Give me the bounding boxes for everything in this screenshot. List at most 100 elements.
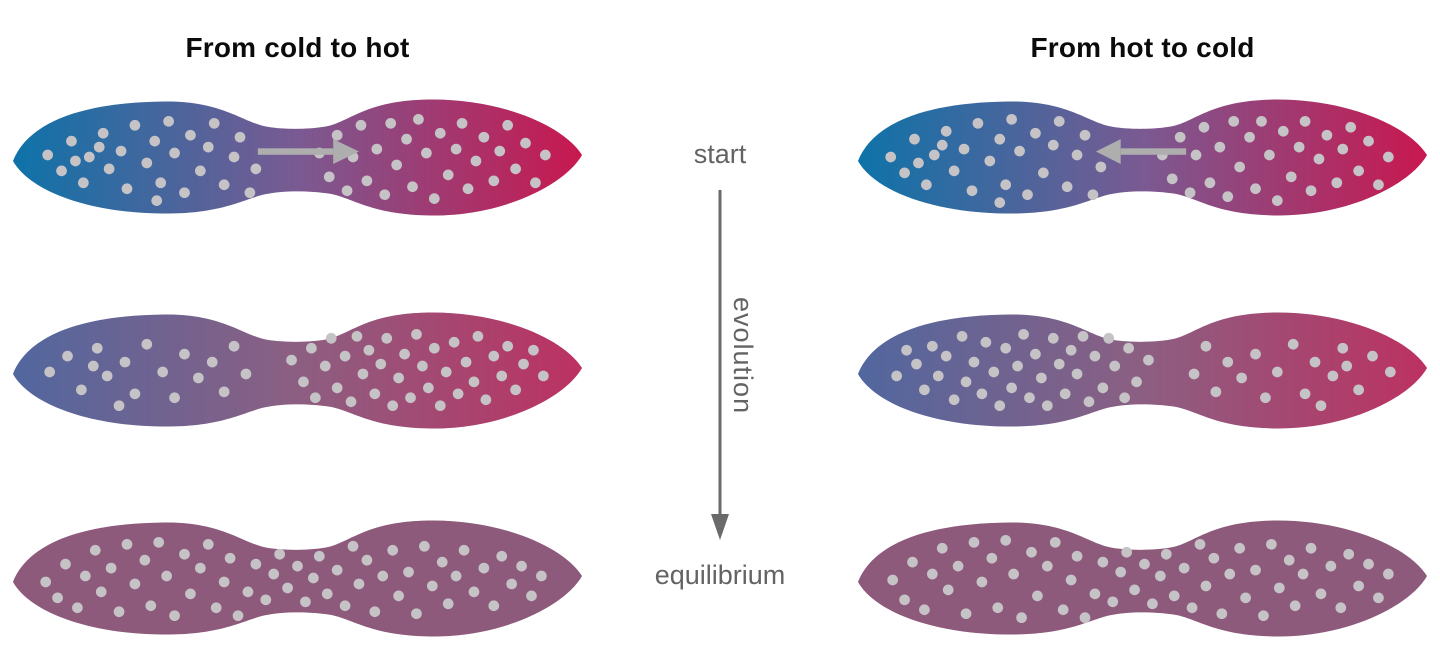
particle-dot [179, 348, 190, 360]
particle-dot [539, 149, 551, 161]
particle-dot [1036, 372, 1047, 384]
particle-dot [1198, 121, 1210, 133]
particle-dot [292, 560, 303, 572]
particle-dot [1285, 171, 1297, 183]
particle-dot [442, 598, 454, 610]
particle-dot [1200, 340, 1212, 352]
particle-dot [1079, 612, 1091, 624]
particle-dot [470, 155, 482, 167]
particle-dot [960, 608, 972, 620]
particle-dot [1000, 179, 1012, 191]
particle-dot [1071, 149, 1083, 161]
particle-dot [1065, 574, 1077, 586]
particle-dot [1204, 177, 1216, 189]
particle-dot [885, 151, 897, 163]
particle-dot [450, 143, 462, 155]
particle-dot [1335, 602, 1347, 614]
reservoir-left-start [10, 95, 585, 220]
particle-dot [992, 602, 1004, 614]
particle-dot [907, 556, 918, 568]
particle-dot [387, 400, 399, 412]
particle-dot [224, 552, 236, 564]
particle-dot [936, 139, 948, 151]
particle-dot [1166, 173, 1178, 185]
particle-dot [972, 117, 984, 129]
particle-dot [1210, 386, 1222, 398]
particle-dot [428, 193, 440, 204]
particle-dot [1345, 121, 1357, 133]
particle-dot [1030, 127, 1041, 139]
evolution-arrow-icon [711, 190, 729, 540]
particle-dot [1139, 558, 1150, 570]
particle-dot [91, 342, 103, 354]
particle-dot [1041, 400, 1053, 412]
particle-dot [1321, 129, 1333, 141]
particle-dot [242, 586, 254, 598]
particle-dot [1024, 392, 1035, 404]
particle-dot [129, 388, 141, 400]
particle-dot [1244, 131, 1255, 143]
particle-dot [1325, 560, 1337, 572]
particle-dot [1083, 396, 1095, 408]
reservoir-shape [12, 99, 583, 216]
particle-dot [1186, 602, 1198, 614]
particle-dot [129, 578, 141, 590]
particle-dot [891, 370, 902, 382]
particle-dot [518, 358, 529, 370]
particle-dot [1178, 562, 1190, 574]
particle-dot [516, 560, 527, 572]
heat-flow-arrow-icon [257, 139, 359, 164]
particle-dot [968, 536, 980, 548]
particle-dot [1008, 568, 1019, 580]
particle-dot [300, 596, 311, 608]
particle-dot [948, 394, 960, 406]
particle-dot [121, 183, 133, 195]
particle-dot [899, 167, 910, 179]
particle-dot [129, 119, 141, 131]
particle-dot [72, 602, 83, 614]
particle-dot [1208, 552, 1220, 564]
particle-dot [101, 370, 113, 382]
particle-dot [1353, 165, 1364, 177]
particle-dot [313, 550, 325, 562]
particle-dot [502, 340, 514, 352]
heat-flow-arrow-icon [1095, 139, 1187, 164]
particle-dot [1049, 536, 1061, 548]
particle-dot [1250, 348, 1261, 360]
particle-dot [1041, 560, 1053, 572]
particle-dot [218, 386, 230, 398]
particle-dot [1103, 332, 1115, 344]
particle-dot [426, 580, 438, 592]
particle-dot [980, 336, 992, 348]
particle-dot [1258, 610, 1269, 622]
particle-dot [391, 159, 402, 171]
particle-dot [421, 147, 432, 159]
particle-dot [901, 344, 912, 356]
particle-dot [1222, 191, 1234, 203]
particle-dot [460, 356, 472, 368]
particle-dot [496, 370, 508, 382]
particle-dot [411, 328, 422, 340]
particle-dot [141, 157, 153, 169]
particle-dot [960, 376, 972, 388]
particle-dot [308, 572, 319, 584]
particle-dot [1079, 129, 1091, 141]
particle-dot [526, 590, 537, 602]
particle-dot [909, 133, 920, 145]
particle-dot [185, 129, 196, 141]
particle-dot [968, 356, 980, 368]
particle-dot [1228, 115, 1240, 127]
particle-dot [1250, 183, 1261, 195]
particle-dot [411, 608, 422, 620]
right-panel-title: From hot to cold [1030, 32, 1255, 63]
left-equilibrium-svg [12, 520, 583, 637]
particle-dot [887, 574, 899, 586]
particle-dot [1053, 358, 1065, 370]
particle-dot [1305, 185, 1317, 197]
particle-dot [95, 586, 107, 598]
particle-dot [452, 388, 464, 400]
particle-dot [1115, 566, 1127, 578]
particle-dot [282, 582, 293, 594]
particle-dot [994, 133, 1006, 145]
